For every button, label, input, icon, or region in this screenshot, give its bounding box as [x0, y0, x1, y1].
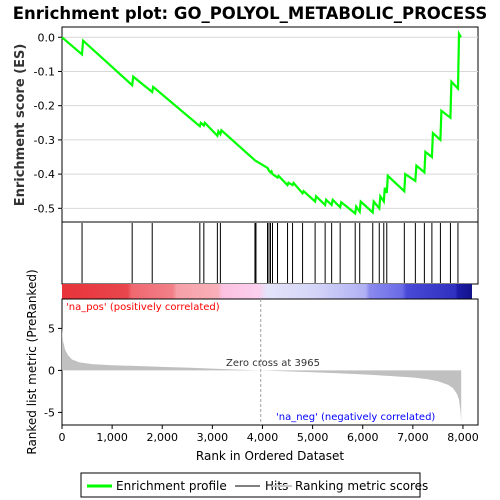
enrichment-panel-frame	[61, 26, 479, 223]
positive-correlation-label: 'na_pos' (positively correlated)	[66, 302, 220, 313]
x-tick-label: 5,000	[297, 431, 329, 444]
legend-label-enrichment: Enrichment profile	[116, 479, 227, 493]
metric-ytick-label: -5	[44, 406, 55, 419]
x-tick-label: 3,000	[197, 431, 229, 444]
metric-ytick-label: 5	[48, 322, 55, 335]
x-tick-label: 8,000	[447, 431, 479, 444]
chart-title: Enrichment plot: GO_POLYOL_METABOLIC_PRO…	[13, 4, 487, 23]
metric-panel-frame	[61, 298, 479, 426]
es-ytick-label: -0.1	[34, 65, 55, 78]
es-ytick-label: -0.5	[34, 202, 55, 215]
x-tick-label: 2,000	[146, 431, 178, 444]
zero-cross-annotation: Zero cross at 3965	[226, 358, 320, 369]
x-tick-label: 0	[59, 431, 66, 444]
x-tick-label: 7,000	[397, 431, 429, 444]
enrichment-y-ticks: 0.0 -0.1 -0.2 -0.3 -0.4 -0.5	[34, 31, 62, 215]
hits-panel	[61, 221, 479, 285]
enrichment-grid	[62, 36, 478, 209]
enrichment-profile-line	[61, 29, 462, 216]
metric-y-axis-label: Ranked list metric (PreRanked)	[25, 269, 39, 454]
negative-correlation-label: 'na_neg' (negatively correlated)	[276, 412, 435, 423]
ranking-color-bar	[62, 284, 472, 299]
metric-ytick-label: 0	[48, 364, 55, 377]
metric-panel: -5 0 5 0 1,000 2,000 3,000 4,000 5,000 6,000 7,00…	[25, 269, 479, 463]
ranked-metric-area	[62, 326, 462, 423]
hit-markers	[81, 223, 459, 283]
enrichment-y-axis-label: Enrichment score (ES)	[13, 44, 28, 207]
x-axis-label: Rank in Ordered Dataset	[196, 449, 344, 463]
es-ytick-label: 0.0	[38, 31, 56, 44]
x-tick-label: 6,000	[347, 431, 379, 444]
es-ytick-label: -0.4	[34, 168, 55, 181]
x-tick-label: 4,000	[247, 431, 279, 444]
metric-y-ticks: -5 0 5	[44, 322, 62, 419]
enrichment-panel: 0.0 -0.1 -0.2 -0.3 -0.4 -0.5 Enrichment score…	[13, 26, 479, 223]
es-ytick-label: -0.3	[34, 134, 55, 147]
legend: Enrichment profile Hits Ranking metric s…	[80, 472, 428, 498]
rank-x-ticks: 0 1,000 2,000 3,000 4,000 5,000 6,000 7,000 8,00…	[59, 425, 479, 444]
es-ytick-label: -0.2	[34, 100, 55, 113]
x-tick-label: 1,000	[96, 431, 128, 444]
legend-label-ranking: Ranking metric scores	[295, 479, 428, 493]
